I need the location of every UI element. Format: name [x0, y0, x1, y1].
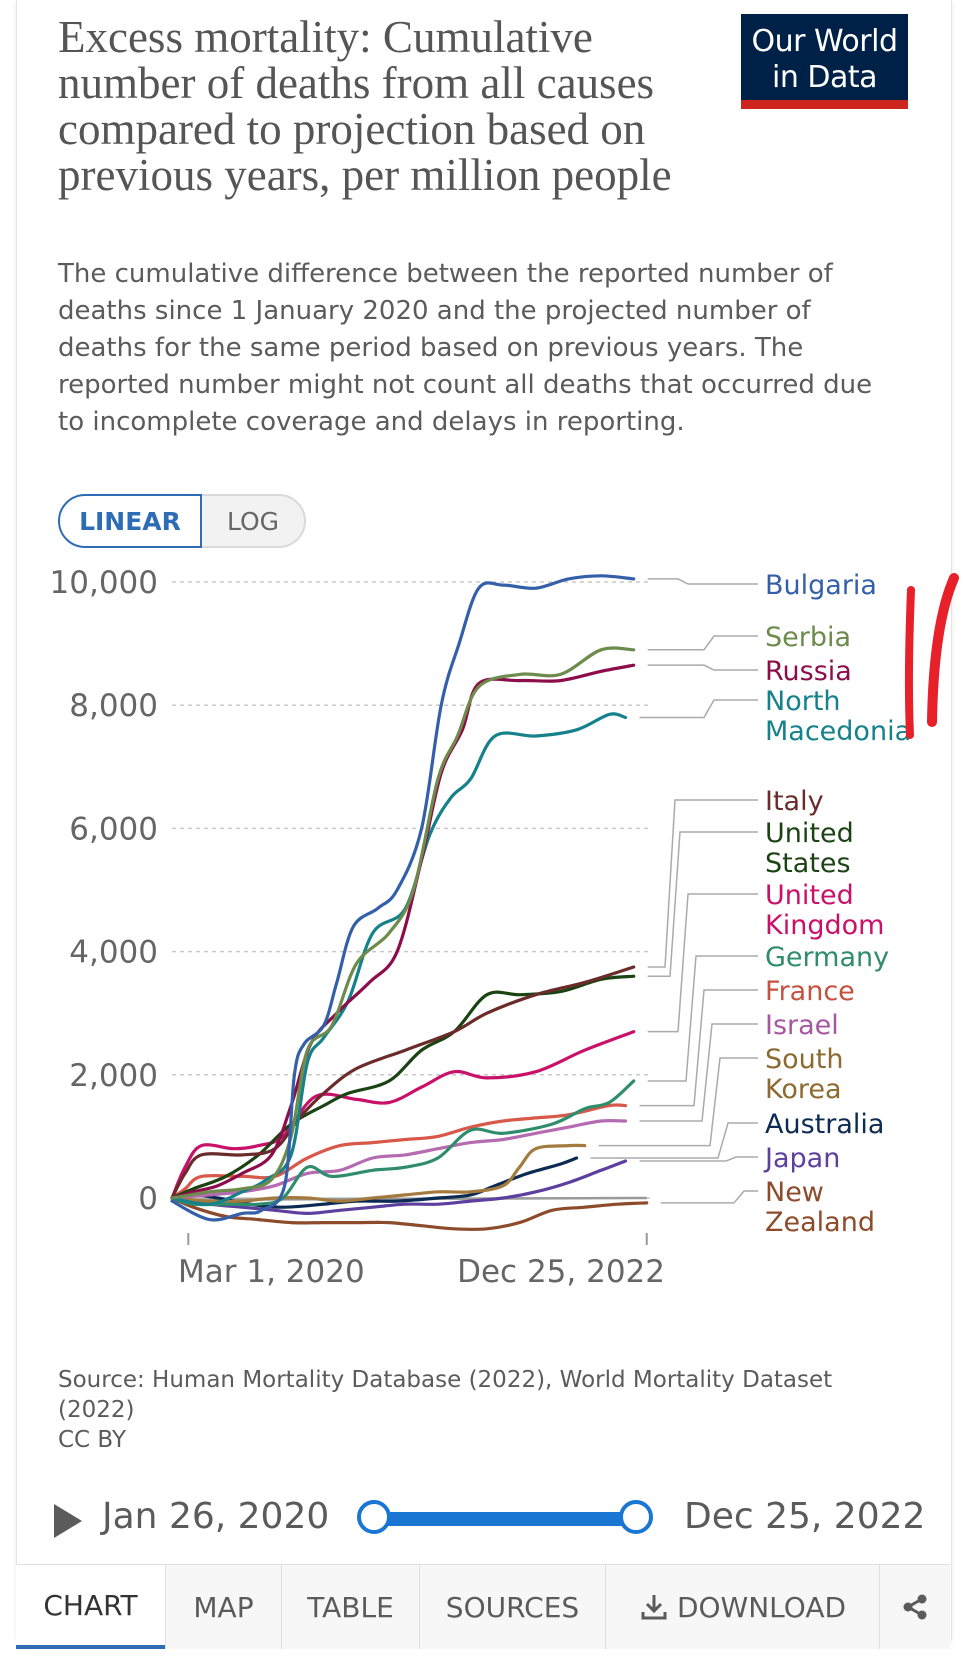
legend-label[interactable]: New — [765, 1177, 824, 1208]
y-tick-label: 8,000 — [69, 688, 158, 724]
legend-leader-line — [639, 1156, 758, 1162]
legend: BulgariaSerbiaRussiaNorthMacedoniaItalyU… — [590, 570, 911, 1238]
series-line-italy[interactable] — [170, 965, 636, 1200]
series-line-united-states[interactable] — [170, 974, 636, 1200]
tab-table-label: TABLE — [307, 1590, 394, 1624]
legend-label[interactable]: Italy — [765, 786, 824, 817]
hand-drawn-annotations — [904, 573, 959, 739]
timeline-end-handle[interactable] — [619, 1500, 653, 1534]
series-line-australia[interactable] — [170, 1156, 579, 1209]
chart-subtitle: The cumulative difference between the re… — [58, 259, 873, 437]
tab-download-label: DOWNLOAD — [676, 1590, 847, 1624]
legend-label[interactable]: States — [765, 848, 851, 879]
legend-leader-line — [647, 664, 758, 671]
legend-leader-line — [590, 1122, 758, 1159]
legend-leader-line — [639, 699, 758, 719]
linear-scale-button[interactable]: LINEAR — [58, 494, 202, 548]
legend-label[interactable]: Kingdom — [765, 910, 884, 941]
owid-logo[interactable]: Our World in Data — [741, 14, 908, 109]
y-tick-label: 0 — [138, 1181, 158, 1217]
logo-line-2: in Data — [771, 60, 878, 95]
series-lines — [170, 574, 649, 1231]
annotation-mark-2 — [927, 573, 959, 727]
tab-chart[interactable]: CHART — [16, 1565, 165, 1649]
source-note: Source: Human Mortality Database (2022),… — [58, 1365, 898, 1455]
series-line-north-macedonia[interactable] — [170, 712, 628, 1206]
legend-leader-line — [647, 635, 758, 651]
legend-label[interactable]: Russia — [765, 656, 852, 687]
x-axis: Mar 1, 2020 Dec 25, 2022 — [178, 1233, 665, 1290]
legend-label[interactable]: Serbia — [765, 622, 851, 653]
legend-label[interactable]: Australia — [765, 1109, 884, 1140]
share-icon — [903, 1594, 927, 1620]
legend-label[interactable]: Germany — [765, 942, 889, 973]
y-tick-label: 2,000 — [69, 1058, 158, 1094]
y-tick-label: 4,000 — [69, 935, 158, 971]
series-line-germany[interactable] — [170, 1079, 636, 1207]
legend-leader-line — [647, 955, 758, 1082]
logo-line-1: Our World — [751, 24, 898, 59]
tab-map-label: MAP — [193, 1590, 254, 1624]
legend-label[interactable]: Zealand — [765, 1207, 875, 1238]
legend-leader-line — [639, 1023, 758, 1122]
series-line-bulgaria[interactable] — [170, 574, 636, 1222]
source-text: Source: Human Mortality Database (2022),… — [58, 1367, 833, 1423]
series-line-france[interactable] — [170, 1103, 628, 1200]
line-chart: 0 2,000 4,000 6,000 8,000 10,000 Mar 1, 2020 D… — [50, 565, 959, 1290]
download-icon — [641, 1595, 667, 1620]
annotation-mark-1 — [904, 586, 915, 739]
timeline-start-handle[interactable] — [357, 1500, 391, 1534]
tab-bar: CHART MAP TABLE SOURCES DOWNLOAD — [16, 1564, 950, 1649]
chart-title: Excess mortality: Cumulative number of d… — [58, 12, 672, 200]
legend-label[interactable]: Korea — [765, 1074, 842, 1105]
legend-leader-line — [660, 1190, 758, 1204]
legend-label[interactable]: United — [765, 818, 854, 849]
y-axis-ticks: 0 2,000 4,000 6,000 8,000 10,000 — [50, 565, 158, 1217]
timeline-start-date: Jan 26, 2020 — [102, 1496, 330, 1537]
log-scale-button[interactable]: LOG — [202, 494, 306, 548]
series-line-russia[interactable] — [170, 663, 636, 1200]
series-line-israel[interactable] — [170, 1118, 628, 1200]
legend-label[interactable]: Macedonia — [765, 716, 911, 747]
legend-label[interactable]: South — [765, 1044, 843, 1075]
legend-label[interactable]: North — [765, 686, 841, 717]
legend-label[interactable]: Japan — [763, 1143, 840, 1174]
y-tick-label: 10,000 — [50, 565, 158, 601]
legend-leader-line — [598, 1057, 758, 1147]
tab-sources-label: SOURCES — [445, 1590, 580, 1624]
legend-label[interactable]: Bulgaria — [765, 570, 877, 601]
legend-leader-line — [639, 989, 758, 1107]
y-tick-label: 6,000 — [69, 811, 158, 847]
series-line-serbia[interactable] — [170, 646, 636, 1200]
tab-map[interactable]: MAP — [165, 1565, 281, 1649]
scale-toggle: LINEAR LOG — [58, 494, 306, 548]
timeline-range-bar[interactable] — [374, 1512, 636, 1526]
timeline: Jan 26, 2020 Dec 25, 2022 — [0, 1490, 969, 1554]
timeline-end-date: Dec 25, 2022 — [684, 1496, 926, 1537]
chart-card — [16, 0, 952, 1640]
x-tick-label: Dec 25, 2022 — [457, 1254, 665, 1290]
legend-label[interactable]: Israel — [765, 1010, 839, 1041]
series-line-united-kingdom[interactable] — [170, 1030, 636, 1200]
tab-chart-label: CHART — [43, 1588, 138, 1622]
legend-leader-line — [647, 893, 758, 1033]
legend-leader-line — [647, 578, 758, 585]
series-line-japan[interactable] — [170, 1159, 628, 1215]
legend-label[interactable]: France — [765, 976, 855, 1007]
tab-sources[interactable]: SOURCES — [419, 1565, 605, 1649]
x-tick-label: Mar 1, 2020 — [178, 1254, 365, 1290]
series-line-south-korea[interactable] — [170, 1143, 587, 1204]
legend-leader-line — [647, 799, 758, 968]
share-button[interactable] — [879, 1565, 950, 1649]
grid-lines — [172, 581, 650, 1199]
license-text[interactable]: CC BY — [58, 1427, 127, 1453]
tab-table[interactable]: TABLE — [281, 1565, 419, 1649]
tab-download[interactable]: DOWNLOAD — [605, 1565, 879, 1649]
legend-leader-line — [647, 831, 758, 977]
play-icon[interactable] — [54, 1504, 82, 1538]
series-line-new-zealand[interactable] — [170, 1196, 649, 1231]
legend-label[interactable]: United — [765, 880, 854, 911]
